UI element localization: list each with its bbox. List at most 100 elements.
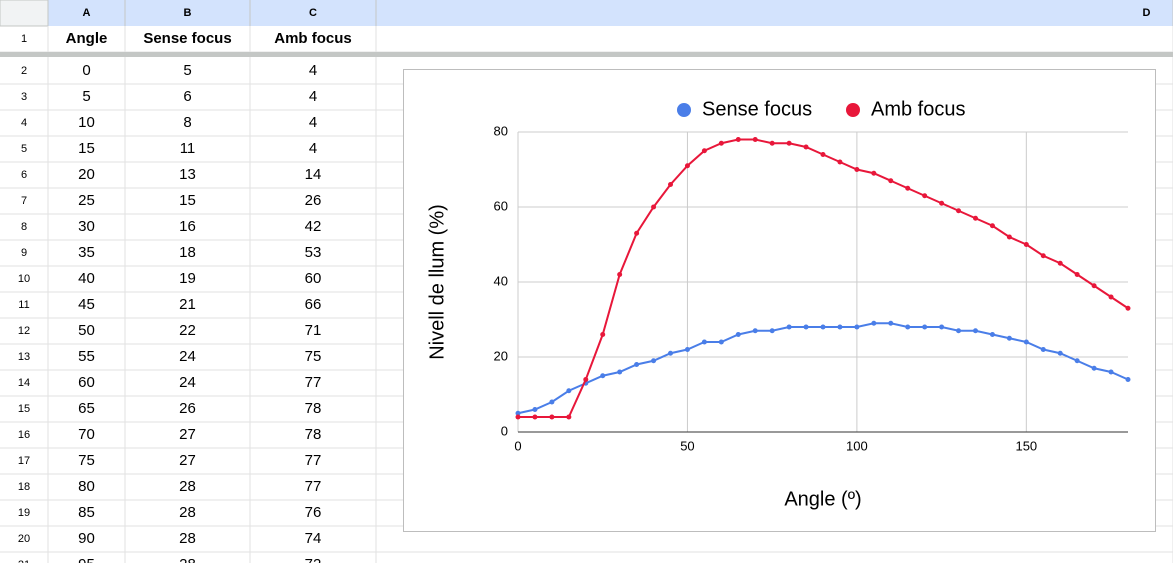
cell[interactable]: 28 xyxy=(179,504,196,521)
header-cell[interactable]: Angle xyxy=(66,30,108,47)
row-number[interactable]: 6 xyxy=(21,169,27,181)
column-header[interactable]: A xyxy=(83,7,91,19)
cell[interactable]: 28 xyxy=(179,530,196,547)
cell[interactable]: 8 xyxy=(183,114,191,131)
cell[interactable]: 71 xyxy=(305,322,322,339)
cell[interactable]: 21 xyxy=(179,296,196,313)
cell[interactable]: 25 xyxy=(78,192,95,209)
cell[interactable]: 0 xyxy=(82,62,90,79)
cell[interactable]: 78 xyxy=(305,400,322,417)
cell[interactable]: 40 xyxy=(78,270,95,287)
row-number[interactable]: 13 xyxy=(18,351,30,363)
cell[interactable]: 45 xyxy=(78,296,95,313)
row-number[interactable]: 14 xyxy=(18,377,30,389)
cell[interactable]: 28 xyxy=(179,556,196,563)
data-point xyxy=(1108,369,1114,375)
cell[interactable]: 53 xyxy=(305,244,322,261)
cell[interactable]: 24 xyxy=(179,348,196,365)
row-number[interactable]: 12 xyxy=(18,325,30,337)
cell[interactable]: 20 xyxy=(78,166,95,183)
cell[interactable]: 76 xyxy=(305,504,322,521)
cell[interactable]: 18 xyxy=(179,244,196,261)
cell[interactable]: 75 xyxy=(78,452,95,469)
chart-frame[interactable] xyxy=(403,69,1156,532)
row-number[interactable]: 16 xyxy=(18,429,30,441)
row-number[interactable]: 8 xyxy=(21,221,27,233)
cell[interactable]: 42 xyxy=(305,218,322,235)
cell[interactable]: 11 xyxy=(180,140,196,157)
row-number[interactable]: 18 xyxy=(18,481,30,493)
cell[interactable]: 22 xyxy=(179,322,196,339)
cell[interactable]: 24 xyxy=(179,374,196,391)
cell[interactable]: 27 xyxy=(179,426,196,443)
cell[interactable]: 65 xyxy=(78,400,95,417)
cell[interactable]: 80 xyxy=(78,478,95,495)
row-number[interactable]: 11 xyxy=(18,299,29,311)
cell[interactable]: 74 xyxy=(305,530,322,547)
cell[interactable]: 13 xyxy=(179,166,196,183)
legend-marker[interactable] xyxy=(846,103,860,117)
row-number[interactable]: 2 xyxy=(21,65,27,77)
cell[interactable]: 90 xyxy=(78,530,95,547)
cell[interactable]: 77 xyxy=(305,374,322,391)
header-cell[interactable]: Sense focus xyxy=(143,30,231,47)
row-number[interactable]: 21 xyxy=(18,559,30,563)
column-header[interactable]: C xyxy=(309,7,317,19)
cell[interactable]: 4 xyxy=(309,114,317,131)
legend-marker[interactable] xyxy=(677,103,691,117)
cell[interactable]: 60 xyxy=(305,270,322,287)
cell[interactable]: 77 xyxy=(305,478,322,495)
data-point xyxy=(701,148,707,154)
row-number[interactable]: 5 xyxy=(21,143,27,155)
row-number[interactable]: 15 xyxy=(18,403,30,415)
row-number[interactable]: 7 xyxy=(21,195,27,207)
cell[interactable]: 78 xyxy=(305,426,322,443)
cell[interactable]: 5 xyxy=(82,88,90,105)
data-point xyxy=(1006,335,1012,341)
cell[interactable]: 4 xyxy=(309,140,317,157)
cell[interactable]: 85 xyxy=(78,504,95,521)
cell[interactable]: 26 xyxy=(179,400,196,417)
cell[interactable]: 35 xyxy=(78,244,95,261)
row-number[interactable]: 1 xyxy=(21,33,27,45)
row-number[interactable]: 20 xyxy=(18,533,30,545)
cell[interactable]: 4 xyxy=(309,88,317,105)
cell[interactable]: 66 xyxy=(305,296,322,313)
column-header[interactable]: B xyxy=(184,7,192,19)
column-header[interactable]: D xyxy=(1143,7,1151,19)
cell[interactable]: 55 xyxy=(78,348,95,365)
cell[interactable]: 26 xyxy=(305,192,322,209)
cell[interactable]: 14 xyxy=(305,166,322,183)
data-point xyxy=(1023,242,1029,247)
cell[interactable]: 72 xyxy=(305,556,322,563)
cell[interactable]: 27 xyxy=(179,452,196,469)
cell[interactable]: 95 xyxy=(78,556,95,563)
data-point xyxy=(803,324,809,330)
row-number[interactable]: 19 xyxy=(18,507,30,519)
cell[interactable]: 75 xyxy=(305,348,322,365)
cell[interactable]: 19 xyxy=(179,270,196,287)
row-number[interactable]: 17 xyxy=(18,455,30,467)
cell[interactable]: 28 xyxy=(179,478,196,495)
data-point xyxy=(718,339,724,345)
cell[interactable]: 30 xyxy=(78,218,95,235)
cell[interactable]: 10 xyxy=(78,114,95,131)
legend-label[interactable]: Sense focus xyxy=(702,98,812,120)
cell[interactable]: 50 xyxy=(78,322,95,339)
header-cell[interactable]: Amb focus xyxy=(274,30,352,47)
cell[interactable]: 4 xyxy=(309,62,317,79)
x-tick-label: 50 xyxy=(680,438,694,453)
cell[interactable]: 77 xyxy=(305,452,322,469)
cell[interactable]: 15 xyxy=(78,140,95,157)
row-number[interactable]: 10 xyxy=(18,273,30,285)
legend-label[interactable]: Amb focus xyxy=(871,98,965,120)
cell[interactable]: 6 xyxy=(183,88,191,105)
row-number[interactable]: 9 xyxy=(21,247,27,259)
cell[interactable]: 16 xyxy=(179,218,196,235)
cell[interactable]: 70 xyxy=(78,426,95,443)
cell[interactable]: 15 xyxy=(179,192,196,209)
cell[interactable]: 60 xyxy=(78,374,95,391)
cell[interactable]: 5 xyxy=(183,62,191,79)
row-number[interactable]: 4 xyxy=(21,117,27,129)
row-number[interactable]: 3 xyxy=(21,91,27,103)
